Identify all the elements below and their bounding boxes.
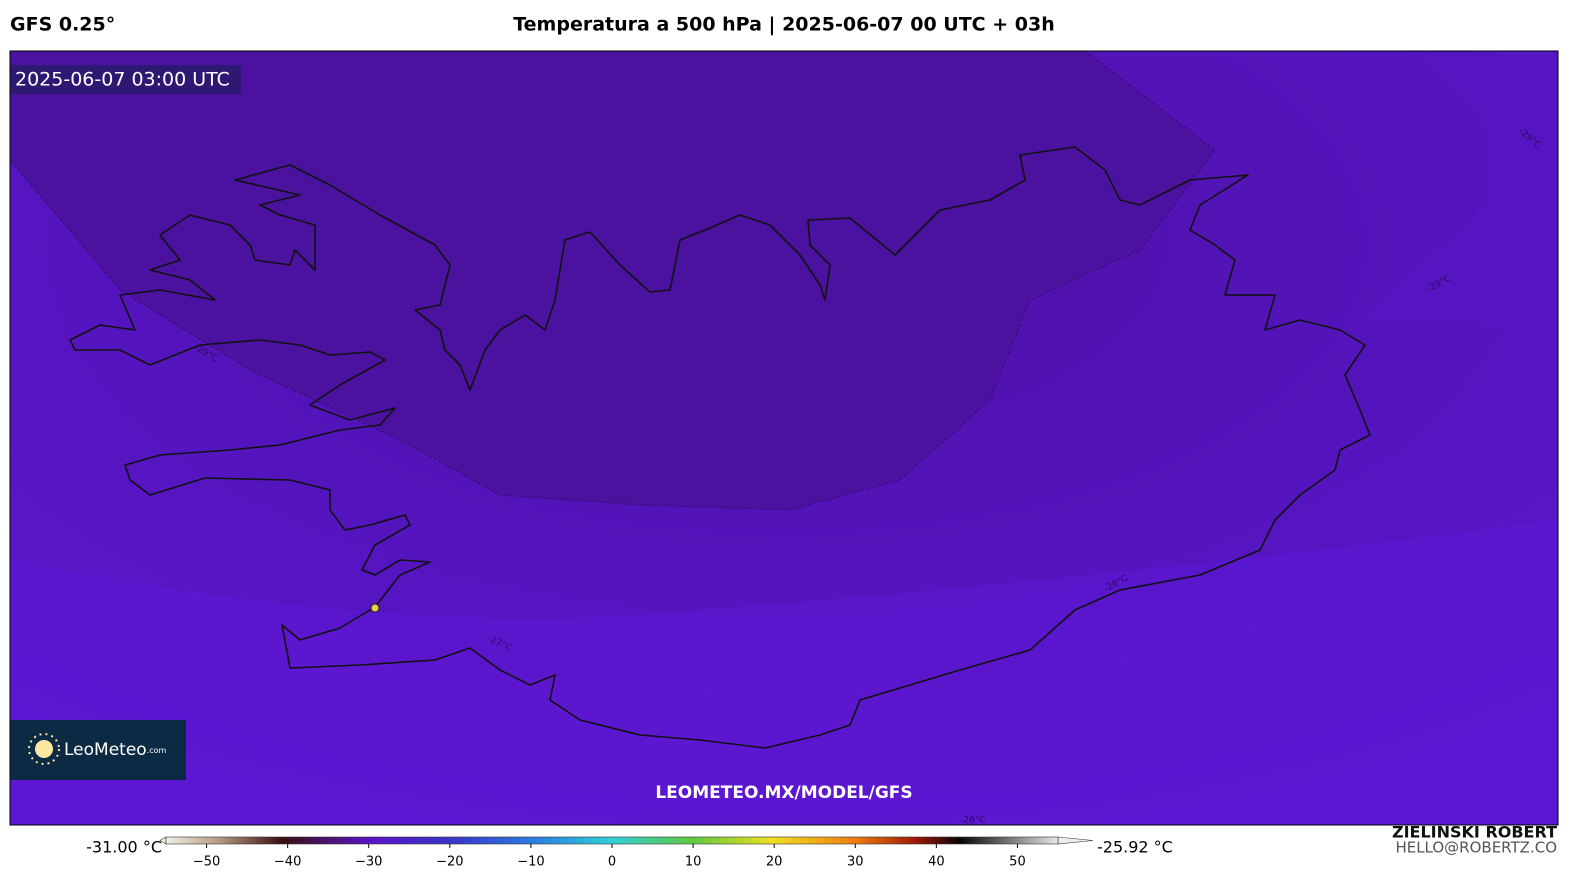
colorbar-tick-label: 40 xyxy=(928,855,945,870)
cold-region xyxy=(10,51,1216,511)
contour-label: -26°C xyxy=(960,816,985,826)
colorbar-tick-label: −50 xyxy=(193,855,220,870)
colorbar-tick-label: 10 xyxy=(685,855,702,870)
map-title: Temperatura a 500 hPa | 2025-06-07 00 UT… xyxy=(513,14,1055,36)
logo-sun xyxy=(35,740,53,758)
colorbar-max: -25.92 °C xyxy=(1097,838,1173,857)
coastline xyxy=(69,146,1371,749)
author: ZIELINSKI ROBERT xyxy=(1392,823,1557,842)
email: HELLO@ROBERTZ.CO xyxy=(1395,839,1557,857)
colorbar-tick-label: −10 xyxy=(517,855,544,870)
watermark: LEOMETEO.MX/MODEL/GFS xyxy=(655,783,912,803)
timestamp-box xyxy=(10,65,241,94)
colorbar-tick-label: −30 xyxy=(355,855,382,870)
location-marker xyxy=(370,603,380,613)
colorbar-tick-label: 30 xyxy=(847,855,864,870)
colorbar-ramp xyxy=(165,836,1059,845)
map-area: -29°C -28°C -27°C -26°C -29°C -29°C 2025… xyxy=(10,51,1558,826)
colorbar-tick-label: 20 xyxy=(766,855,783,870)
colorbar-min: -31.00 °C xyxy=(86,838,162,857)
logo-rays xyxy=(28,733,60,765)
model-name: GFS 0.25° xyxy=(10,14,115,36)
colorbar-tick-label: 50 xyxy=(1009,855,1026,870)
colorbar-tick-label: −40 xyxy=(274,855,301,870)
colorbar-tick-label: 0 xyxy=(608,855,616,870)
field-shade xyxy=(1360,51,1558,330)
logo-text: LeoMeteo.com xyxy=(64,740,167,760)
field-shade xyxy=(10,520,1558,825)
colorbar-extend-high xyxy=(1057,836,1094,845)
timestamp: 2025-06-07 03:00 UTC xyxy=(15,69,230,91)
colorbar: −50 −40 −30 −20 −10 0 10 20 30 40 50 xyxy=(159,836,1094,870)
map-frame xyxy=(9,50,1559,826)
colorbar-tick-label: −20 xyxy=(436,855,463,870)
